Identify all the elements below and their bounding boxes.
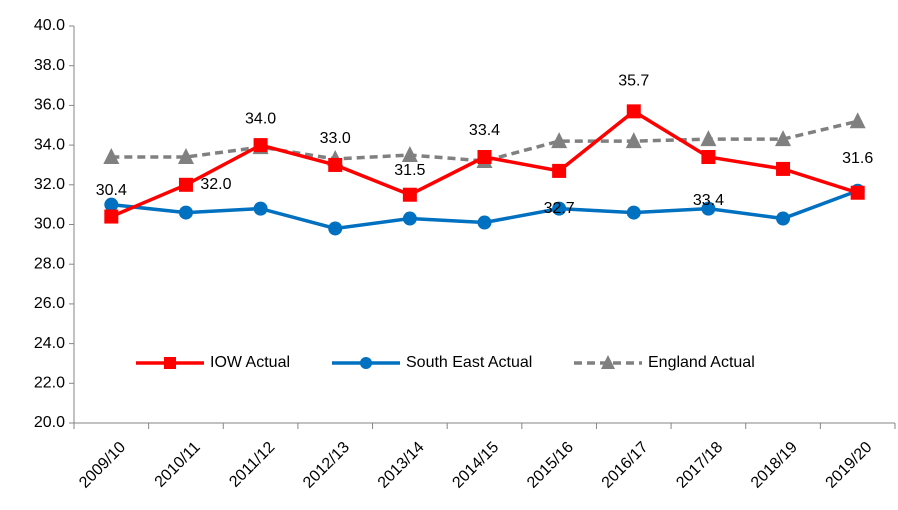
marker xyxy=(328,221,343,236)
marker xyxy=(103,148,120,165)
marker xyxy=(552,163,567,178)
y-tick-label: 20.0 xyxy=(34,414,65,431)
y-tick-label: 34.0 xyxy=(34,136,65,153)
marker xyxy=(701,201,716,216)
marker xyxy=(104,197,119,212)
data-label: 32.7 xyxy=(544,200,575,217)
marker xyxy=(104,209,119,224)
y-tick-label: 32.0 xyxy=(34,176,65,193)
x-tick-label: 2019/20 xyxy=(823,439,876,492)
y-tick-label: 36.0 xyxy=(34,97,65,114)
x-tick-label: 2015/16 xyxy=(524,439,577,492)
x-tick-label: 2009/10 xyxy=(76,439,129,492)
y-tick-label: 22.0 xyxy=(34,375,65,392)
marker xyxy=(402,187,417,202)
marker xyxy=(177,148,194,165)
y-tick-label: 28.0 xyxy=(34,255,65,272)
marker xyxy=(328,157,343,172)
legend-label: England Actual xyxy=(648,354,755,371)
marker xyxy=(625,132,642,149)
data-label: 33.0 xyxy=(320,130,351,147)
data-label: 33.4 xyxy=(693,192,724,209)
x-tick-label: 2012/13 xyxy=(300,439,353,492)
data-label: 31.6 xyxy=(842,150,873,167)
x-tick-label: 2016/17 xyxy=(599,439,652,492)
marker xyxy=(477,215,492,230)
legend-marker xyxy=(601,355,615,369)
data-label: 35.7 xyxy=(618,73,649,90)
y-tick-label: 24.0 xyxy=(34,335,65,352)
x-tick-label: 2011/12 xyxy=(226,439,278,491)
y-tick-label: 40.0 xyxy=(34,17,65,34)
y-tick-label: 30.0 xyxy=(34,216,65,233)
x-tick-label: 2017/18 xyxy=(673,439,726,492)
data-label: 32.0 xyxy=(200,176,231,193)
marker xyxy=(551,132,568,149)
x-tick-label: 2010/11 xyxy=(152,439,204,491)
marker xyxy=(552,201,567,216)
x-tick-label: 2014/15 xyxy=(449,439,502,492)
marker xyxy=(178,177,193,192)
marker xyxy=(178,205,193,220)
marker xyxy=(775,130,792,147)
marker xyxy=(849,112,866,129)
marker xyxy=(776,211,791,226)
marker xyxy=(626,104,641,119)
data-label: 30.4 xyxy=(96,182,127,199)
legend-label: IOW Actual xyxy=(210,354,290,371)
y-tick-label: 26.0 xyxy=(34,295,65,312)
marker xyxy=(701,150,716,165)
x-tick-label: 2013/14 xyxy=(375,439,428,492)
marker xyxy=(253,138,268,153)
marker xyxy=(402,211,417,226)
y-tick-label: 38.0 xyxy=(34,57,65,74)
legend-marker xyxy=(164,357,176,369)
marker xyxy=(776,161,791,176)
marker xyxy=(700,130,717,147)
series-line xyxy=(111,119,859,163)
marker xyxy=(477,150,492,165)
data-label: 33.4 xyxy=(469,122,500,139)
x-tick-label: 2018/19 xyxy=(748,439,801,492)
marker xyxy=(401,146,418,163)
legend-marker xyxy=(360,357,372,369)
data-label: 34.0 xyxy=(245,110,276,127)
legend-label: South East Actual xyxy=(406,354,532,371)
marker xyxy=(850,185,865,200)
marker xyxy=(626,205,641,220)
marker xyxy=(253,201,268,216)
data-label: 31.5 xyxy=(394,162,425,179)
